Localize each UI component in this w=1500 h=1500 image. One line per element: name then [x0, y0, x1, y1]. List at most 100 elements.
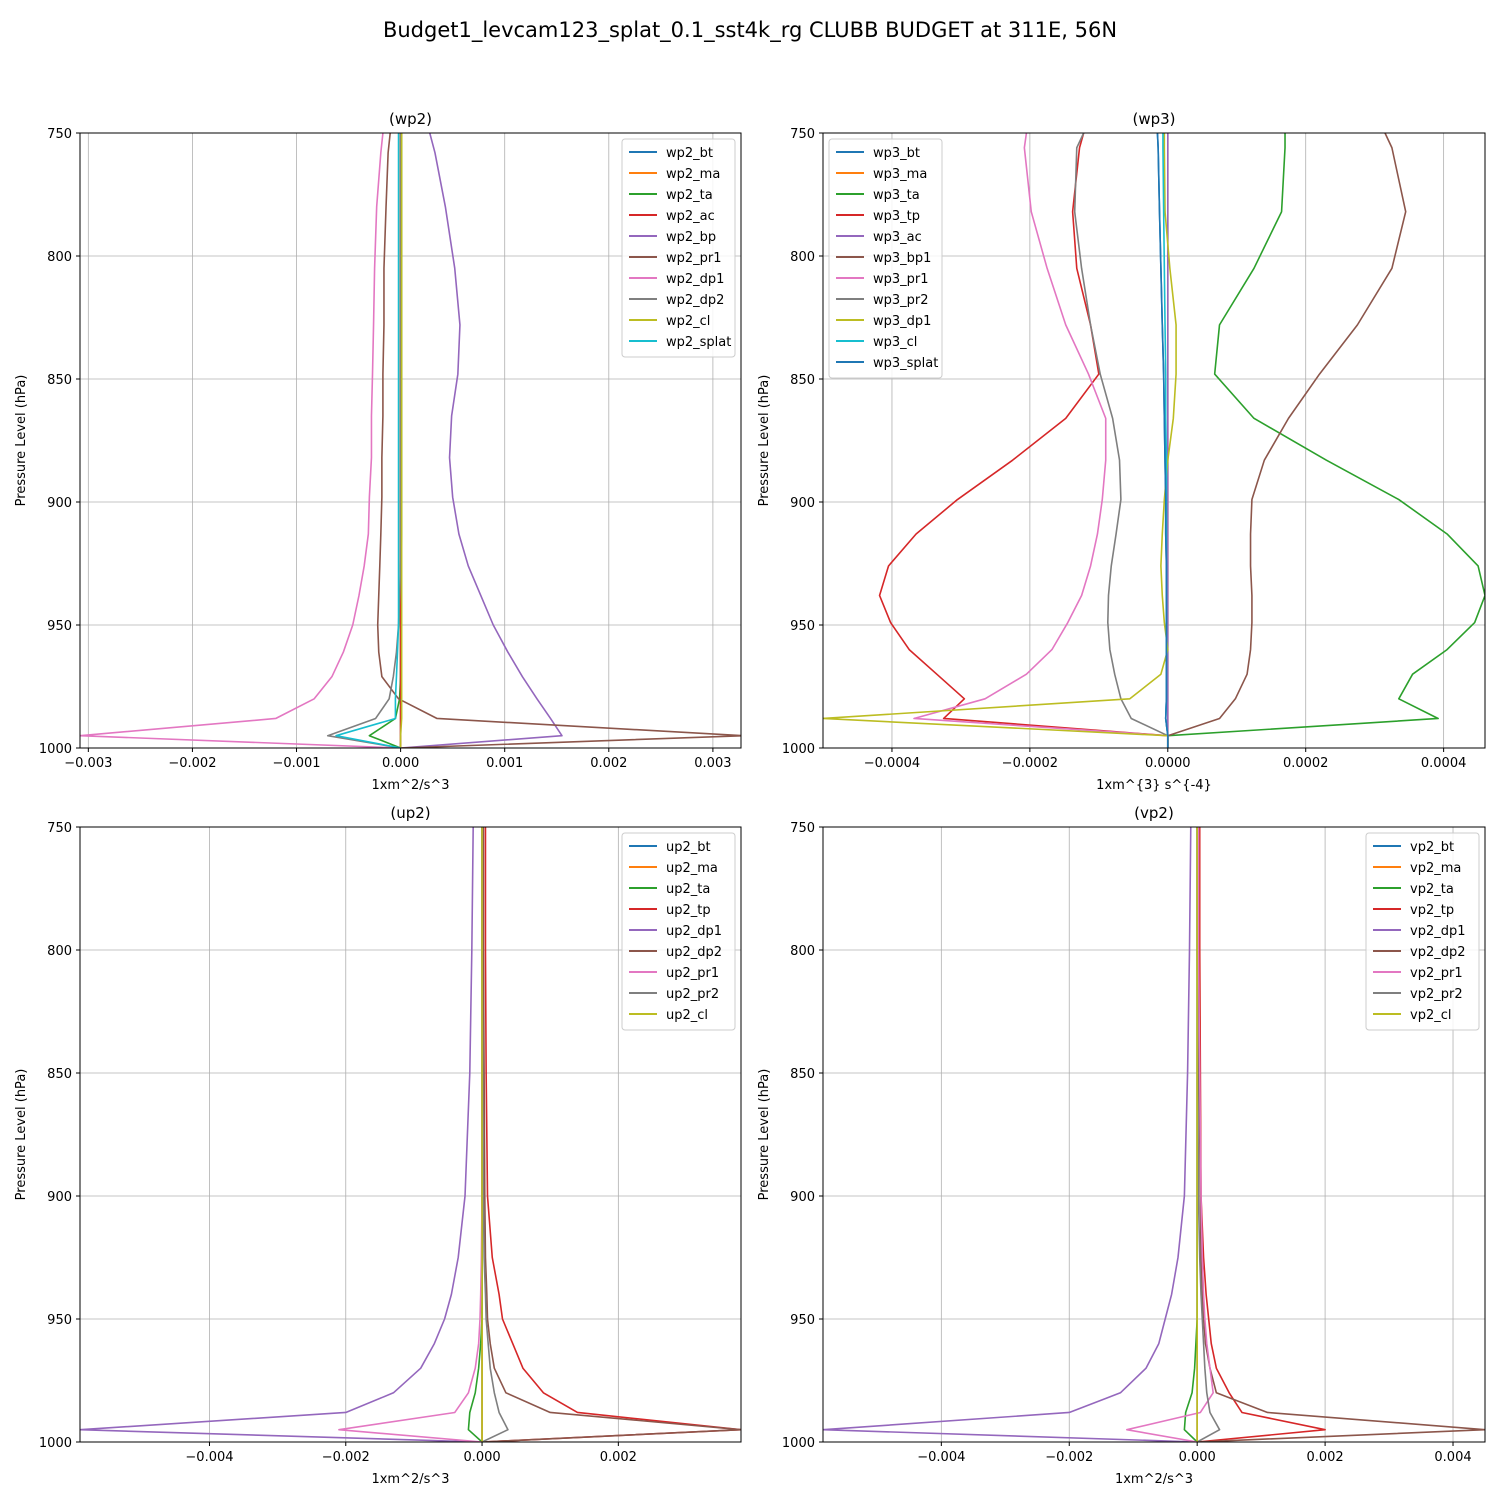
x-tick-label: −0.002 — [1045, 1450, 1093, 1465]
y-tick-label: 900 — [790, 1190, 815, 1205]
x-axis-label: 1xm^{3} s^{-4} — [1096, 778, 1212, 793]
x-tick-label: 0.0002 — [1283, 756, 1329, 771]
series-line-wp3_ta — [1166, 133, 1485, 748]
legend: up2_bt up2_ma up2_ta up2_tp up2_dp1 up2_dp2up… — [621, 832, 736, 1031]
x-tick-label: −0.004 — [185, 1450, 233, 1465]
y-tick-label: 1000 — [39, 1436, 72, 1451]
y-axis-label: Pressure Level (hPa) — [14, 375, 29, 507]
series-line-wp2_dp1 — [80, 133, 401, 748]
y-tick-label: 850 — [790, 1067, 815, 1082]
legend-entry: vp2_pr2 — [1410, 987, 1463, 1002]
legend-entry: wp2_bt — [666, 146, 713, 161]
legend-box — [1365, 832, 1480, 1031]
panel-title: (up2) — [390, 804, 430, 822]
x-tick-label: 0.000 — [1179, 1450, 1216, 1465]
legend-entry: vp2_ta — [1410, 882, 1454, 897]
y-tick-label: 800 — [790, 944, 815, 959]
y-tick-label: 1000 — [782, 1436, 815, 1451]
y-tick-label: 950 — [47, 1313, 72, 1328]
legend-entry: wp3_pr1 — [873, 272, 929, 287]
series-group — [823, 133, 1485, 748]
legend-entry: wp3_ac — [873, 230, 922, 245]
legend-entry: up2_pr2 — [666, 987, 719, 1002]
legend-entry: wp3_ma — [873, 167, 927, 182]
legend-entry: wp2_ac — [666, 209, 715, 224]
panel-2: −0.004 −0.002 0.000 0.002 750 800 850 900 950 100… — [14, 804, 742, 1487]
y-tick-label: 950 — [790, 619, 815, 634]
x-tick-label: −0.004 — [917, 1450, 965, 1465]
legend: wp2_bt wp2_ma wp2_ta wp2_ac wp2_bp wp2_pr1 wp2… — [621, 138, 736, 358]
panel-title: (wp2) — [389, 110, 432, 128]
x-tick-label: 0.003 — [694, 756, 731, 771]
x-tick-label: −0.002 — [168, 756, 216, 771]
series-line-wp3_splat — [1156, 133, 1169, 748]
legend-entry: up2_pr1 — [666, 966, 719, 981]
legend-entry: up2_tp — [666, 903, 711, 918]
series-line-wp3_tp — [878, 133, 1169, 748]
legend-entry: vp2_pr1 — [1410, 966, 1463, 981]
x-axis-label: 1xm^2/s^3 — [1115, 1472, 1193, 1487]
x-tick-label: 0.002 — [1306, 1450, 1343, 1465]
x-tick-label: 0.002 — [590, 756, 627, 771]
plot-frame — [79, 132, 742, 749]
legend-entry: wp3_dp1 — [873, 314, 931, 329]
panel-title: (vp2) — [1134, 804, 1174, 822]
legend-box — [828, 138, 943, 379]
series-line-wp3_bp1 — [1166, 133, 1407, 748]
legend-entry: wp3_bp1 — [873, 251, 931, 266]
x-tick-label: −0.001 — [272, 756, 320, 771]
legend: wp3_bt wp3_ma wp3_ta wp3_tp wp3_ac wp3_bp1 wp3… — [828, 138, 943, 379]
y-tick-label: 900 — [47, 496, 72, 511]
y-tick-label: 900 — [47, 1190, 72, 1205]
legend-entry: wp2_dp2 — [666, 293, 724, 308]
series-line-wp3_dp1 — [823, 133, 1177, 748]
y-tick-label: 750 — [790, 821, 815, 836]
legend-entry: wp2_cl — [666, 314, 710, 329]
y-tick-label: 950 — [790, 1313, 815, 1328]
series-line-wp2_splat — [335, 133, 401, 748]
legend-entry: wp3_ta — [873, 188, 920, 203]
x-tick-label: 0.000 — [382, 756, 419, 771]
legend-entry: wp2_dp1 — [666, 272, 724, 287]
y-tick-label: 1000 — [782, 742, 815, 757]
y-tick-label: 850 — [47, 373, 72, 388]
legend-entry: up2_dp1 — [666, 924, 722, 939]
y-axis-label: Pressure Level (hPa) — [14, 1069, 29, 1201]
legend: vp2_bt vp2_ma vp2_ta vp2_tp vp2_dp1 vp2_dp2vp… — [1365, 832, 1480, 1031]
y-tick-label: 850 — [47, 1067, 72, 1082]
legend-entry: up2_bt — [666, 840, 711, 855]
y-tick-label: 800 — [47, 944, 72, 959]
series-group — [823, 827, 1485, 1442]
panel-title: (wp3) — [1132, 110, 1175, 128]
legend-entry: up2_ta — [666, 882, 710, 897]
legend-entry: wp3_bt — [873, 146, 920, 161]
legend-entry: vp2_ma — [1410, 861, 1461, 876]
legend-entry: vp2_cl — [1410, 1008, 1451, 1023]
legend-entry: wp3_cl — [873, 335, 917, 350]
y-tick-label: 1000 — [39, 742, 72, 757]
x-tick-label: 0.001 — [486, 756, 523, 771]
plot-frame — [822, 826, 1486, 1443]
legend-entry: wp3_tp — [873, 209, 920, 224]
legend-entry: up2_cl — [666, 1008, 708, 1023]
y-axis-label: Pressure Level (hPa) — [757, 1069, 772, 1201]
y-axis-label: Pressure Level (hPa) — [757, 375, 772, 507]
legend-entry: vp2_bt — [1410, 840, 1454, 855]
panel-3: −0.004 −0.002 0.000 0.002 0.004 750 800 850 900 9… — [757, 804, 1486, 1487]
figure-title: Budget1_levcam123_splat_0.1_sst4k_rg CLU… — [383, 18, 1117, 43]
x-tick-label: 0.0000 — [1145, 756, 1191, 771]
legend-entry: vp2_dp1 — [1410, 924, 1466, 939]
series-line-up2_dp2 — [482, 827, 741, 1442]
y-tick-label: 750 — [47, 821, 72, 836]
series-group — [80, 827, 741, 1442]
series-line-wp2_bp — [400, 133, 563, 748]
series-line-vp2_pr1 — [1126, 827, 1214, 1442]
series-line-wp2_cl — [399, 133, 403, 748]
series-line-wp2_dp2 — [326, 133, 402, 748]
legend-entry: wp2_bp — [666, 230, 716, 245]
y-tick-label: 750 — [47, 127, 72, 142]
x-axis-label: 1xm^2/s^3 — [371, 1472, 449, 1487]
legend-entry: vp2_tp — [1410, 903, 1454, 918]
x-tick-label: −0.0004 — [864, 756, 920, 771]
